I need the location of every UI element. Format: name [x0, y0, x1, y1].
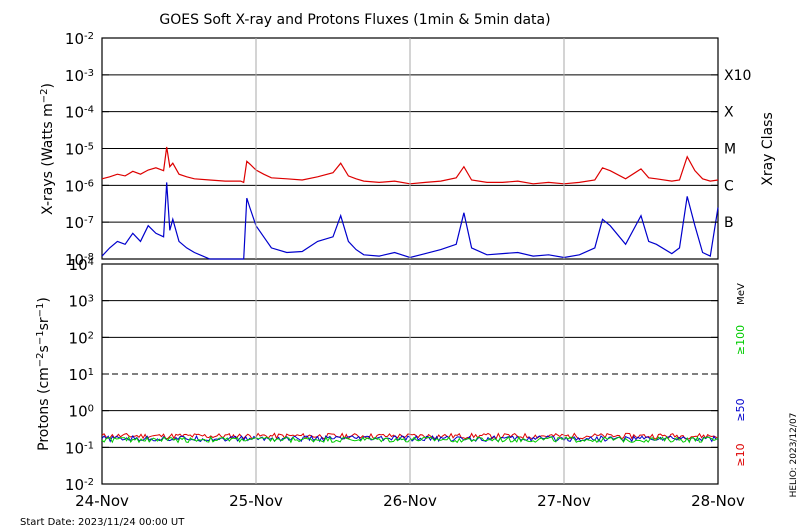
- xray-class-label: M: [724, 142, 736, 158]
- xray-y-tick-label: 10-8: [65, 251, 94, 269]
- xray-class-label: X10: [724, 68, 751, 84]
- x-tick-label: 28-Nov: [691, 492, 745, 510]
- x-tick-label: 25-Nov: [229, 492, 283, 510]
- xray-panel: 10-2 10-3 10-4 10-5 10-6 10-7 10-8 X10 X M C B X-r…: [39, 30, 777, 269]
- x-tick-label: 24-Nov: [75, 492, 129, 510]
- xray-y-tick-label: 10-7: [65, 214, 94, 232]
- proton-y-tick-label: 102: [69, 329, 94, 347]
- proton-legend-label: ≥50: [734, 398, 747, 421]
- xray-y-tick-label: 10-3: [65, 67, 94, 85]
- xray-y-axis-label: X-rays (Watts m−2): [39, 83, 57, 215]
- proton-legend-label: ≥10: [734, 443, 747, 466]
- proton-y-tick-label: 100: [69, 403, 94, 421]
- proton-y-tick-label: 10-2: [65, 476, 94, 494]
- xray-class-label: B: [724, 215, 734, 231]
- xray-y-tick-label: 10-4: [65, 104, 94, 122]
- proton-y-axis-label: Protons (cm−2s−1sr−1): [35, 297, 53, 451]
- proton-y-tick-label: 101: [69, 366, 94, 384]
- xray-y-tick-label: 10-2: [65, 30, 94, 48]
- credit-label: HELIO: 2023/12/07: [789, 413, 799, 498]
- proton-legend-label: ≥100: [734, 325, 747, 355]
- xray-short-series: [101, 182, 719, 260]
- chart-title: GOES Soft X-ray and Protons Fluxes (1min…: [159, 12, 550, 28]
- proton-panel: 104 103 102 101 100 10-1 10-2 Protons (cm−2s−1…: [35, 256, 748, 494]
- xray-y-tick-label: 10-5: [65, 141, 94, 159]
- x-tick-label: 26-Nov: [383, 492, 437, 510]
- proton-y-tick-label: 10-1: [65, 439, 94, 457]
- start-date: Start Date: 2023/11/24 00:00 UT: [20, 517, 185, 528]
- proton-unit-label: MeV: [736, 283, 747, 305]
- xray-y-tick-label: 10-6: [65, 177, 94, 195]
- xray-long-series: [101, 146, 719, 185]
- proton-y-tick-label: 103: [69, 293, 94, 311]
- xray-class-axis-label: Xray Class: [760, 112, 776, 186]
- x-tick-label: 27-Nov: [537, 492, 591, 510]
- xray-class-label: X: [724, 105, 734, 121]
- proton-y-tick-label: 104: [69, 256, 94, 274]
- xray-class-label: C: [724, 178, 734, 194]
